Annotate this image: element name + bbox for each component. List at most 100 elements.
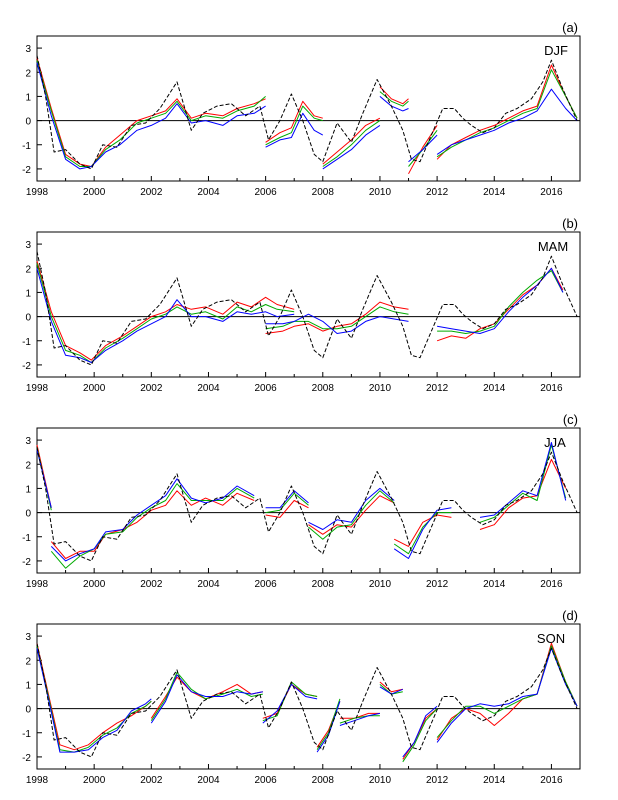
season-label-a: DJF — [544, 43, 568, 58]
series-line-d-0-2 — [262, 683, 318, 719]
panel-label-c: (c) — [563, 412, 578, 427]
series-line-c-0-3 — [308, 495, 395, 535]
series-line-d-1-3 — [316, 698, 341, 750]
series-line-c-2-5 — [479, 442, 567, 518]
series-line-d-2-7 — [436, 647, 578, 743]
series-line-d-2-0 — [36, 648, 152, 753]
series-line-d-0-7 — [436, 642, 578, 741]
x-tick-label-d: 2010 — [369, 775, 392, 786]
x-tick-label-a: 2012 — [426, 187, 449, 198]
series-line-c-1-5 — [479, 444, 567, 523]
series-line-a-2-2 — [322, 124, 381, 170]
series-line-a-2-0 — [36, 62, 266, 170]
x-tick-label-b: 2016 — [540, 383, 563, 394]
x-tick-label-b: 2014 — [483, 383, 506, 394]
series-line-d-0-5 — [379, 681, 403, 693]
x-tick-label-d: 2006 — [255, 775, 278, 786]
plot-frame-c — [36, 427, 581, 574]
panel-label-d: (d) — [562, 608, 578, 623]
y-tick-label-b: -1 — [22, 337, 31, 348]
series-line-c-3-0 — [36, 447, 578, 562]
x-tick-label-b: 2000 — [83, 383, 106, 394]
x-tick-label-c: 2014 — [483, 579, 506, 590]
series-line-d-0-0 — [36, 643, 152, 751]
x-tick-label-c: 2006 — [255, 579, 278, 590]
panel-d: (d) SON -2 -1 0 1 2 3 1998 2000 2002 2004 2006 2008… — [22, 608, 581, 786]
x-tick-label-a: 2004 — [197, 187, 220, 198]
x-tick-label-d: 2014 — [483, 775, 506, 786]
y-tick-label-a: -1 — [22, 141, 31, 152]
y-tick-label-a: 3 — [25, 44, 31, 55]
series-line-c-2-3 — [308, 487, 395, 530]
x-tick-label-c: 2012 — [426, 579, 449, 590]
plot-frame-b — [36, 231, 581, 378]
series-line-d-2-6 — [402, 705, 438, 758]
y-tick-label-c: 1 — [25, 484, 31, 495]
series-line-d-1-4 — [339, 715, 380, 724]
series-line-c-2-2 — [265, 490, 309, 509]
y-tick-label-b: 1 — [25, 288, 31, 299]
y-tick-label-c: -2 — [22, 557, 31, 568]
x-tick-label-b: 2008 — [312, 383, 335, 394]
season-label-d: SON — [537, 631, 565, 646]
y-tick-label-c: 3 — [25, 436, 31, 447]
x-tick-label-c: 1998 — [26, 579, 49, 590]
series-line-d-0-4 — [339, 712, 380, 719]
series-line-c-0-1 — [50, 490, 255, 559]
series-line-a-3-0 — [36, 55, 578, 170]
x-tick-label-c: 2008 — [312, 579, 335, 590]
y-tick-label-c: -1 — [22, 533, 31, 544]
series-line-a-0-0 — [36, 57, 266, 167]
y-tick-label-a: 1 — [25, 92, 31, 103]
series-line-c-1-4 — [393, 512, 452, 555]
x-tick-label-a: 2002 — [140, 187, 163, 198]
x-tick-label-b: 2012 — [426, 383, 449, 394]
series-line-b-0-0 — [36, 260, 295, 361]
panel-c: (c) JJA -2 -1 0 1 2 3 1998 2000 2002 2004 2006 2008… — [22, 412, 581, 590]
series-line-a-0-2 — [322, 117, 381, 165]
x-tick-label-d: 2000 — [83, 775, 106, 786]
y-tick-label-b: 2 — [25, 264, 31, 275]
series-line-d-1-1 — [150, 671, 263, 721]
season-label-c: JJA — [544, 435, 566, 450]
panel-label-a: (a) — [562, 20, 578, 35]
series-line-a-1-3 — [379, 91, 409, 107]
x-tick-label-d: 2004 — [197, 775, 220, 786]
x-tick-label-b: 2010 — [369, 383, 392, 394]
series-line-a-1-4 — [408, 130, 438, 167]
x-tick-label-c: 2002 — [140, 579, 163, 590]
series-line-d-1-6 — [402, 708, 438, 763]
y-tick-label-d: -2 — [22, 753, 31, 764]
series-line-b-1-0 — [36, 263, 295, 363]
x-tick-label-b: 2006 — [255, 383, 278, 394]
panel-a: (a) DJF -2 -1 0 1 2 3 1998 2000 2002 2004 2006 2008… — [22, 20, 581, 198]
series-line-a-2-5 — [436, 88, 578, 155]
series-line-b-1-2 — [437, 270, 564, 334]
series-line-a-2-1 — [265, 112, 324, 148]
series-line-b-0-1 — [265, 301, 409, 334]
x-tick-label-b: 2004 — [197, 383, 220, 394]
series-line-b-1-1 — [265, 306, 409, 330]
x-tick-label-c: 2010 — [369, 579, 392, 590]
series-line-a-0-1 — [265, 100, 323, 143]
series-line-d-1-7 — [436, 645, 578, 738]
series-line-b-2-0 — [36, 268, 295, 363]
x-tick-label-d: 1998 — [26, 775, 49, 786]
x-tick-label-c: 2016 — [540, 579, 563, 590]
series-line-c-1-1 — [50, 483, 255, 569]
series-line-b-3-0 — [36, 251, 578, 366]
series-line-d-1-0 — [36, 645, 152, 753]
x-tick-label-a: 2008 — [312, 187, 335, 198]
plot-frame-d — [36, 623, 581, 770]
x-tick-label-a: 2006 — [255, 187, 278, 198]
series-line-c-2-1 — [50, 478, 255, 562]
x-tick-label-c: 2004 — [197, 579, 220, 590]
plot-frame-a — [36, 35, 581, 182]
series-line-c-0-4 — [393, 514, 452, 547]
series-line-a-2-3 — [379, 96, 409, 112]
x-tick-label-b: 2002 — [140, 383, 163, 394]
y-tick-label-d: 3 — [25, 632, 31, 643]
y-tick-label-d: -1 — [22, 729, 31, 740]
series-line-c-0-2 — [265, 500, 309, 518]
